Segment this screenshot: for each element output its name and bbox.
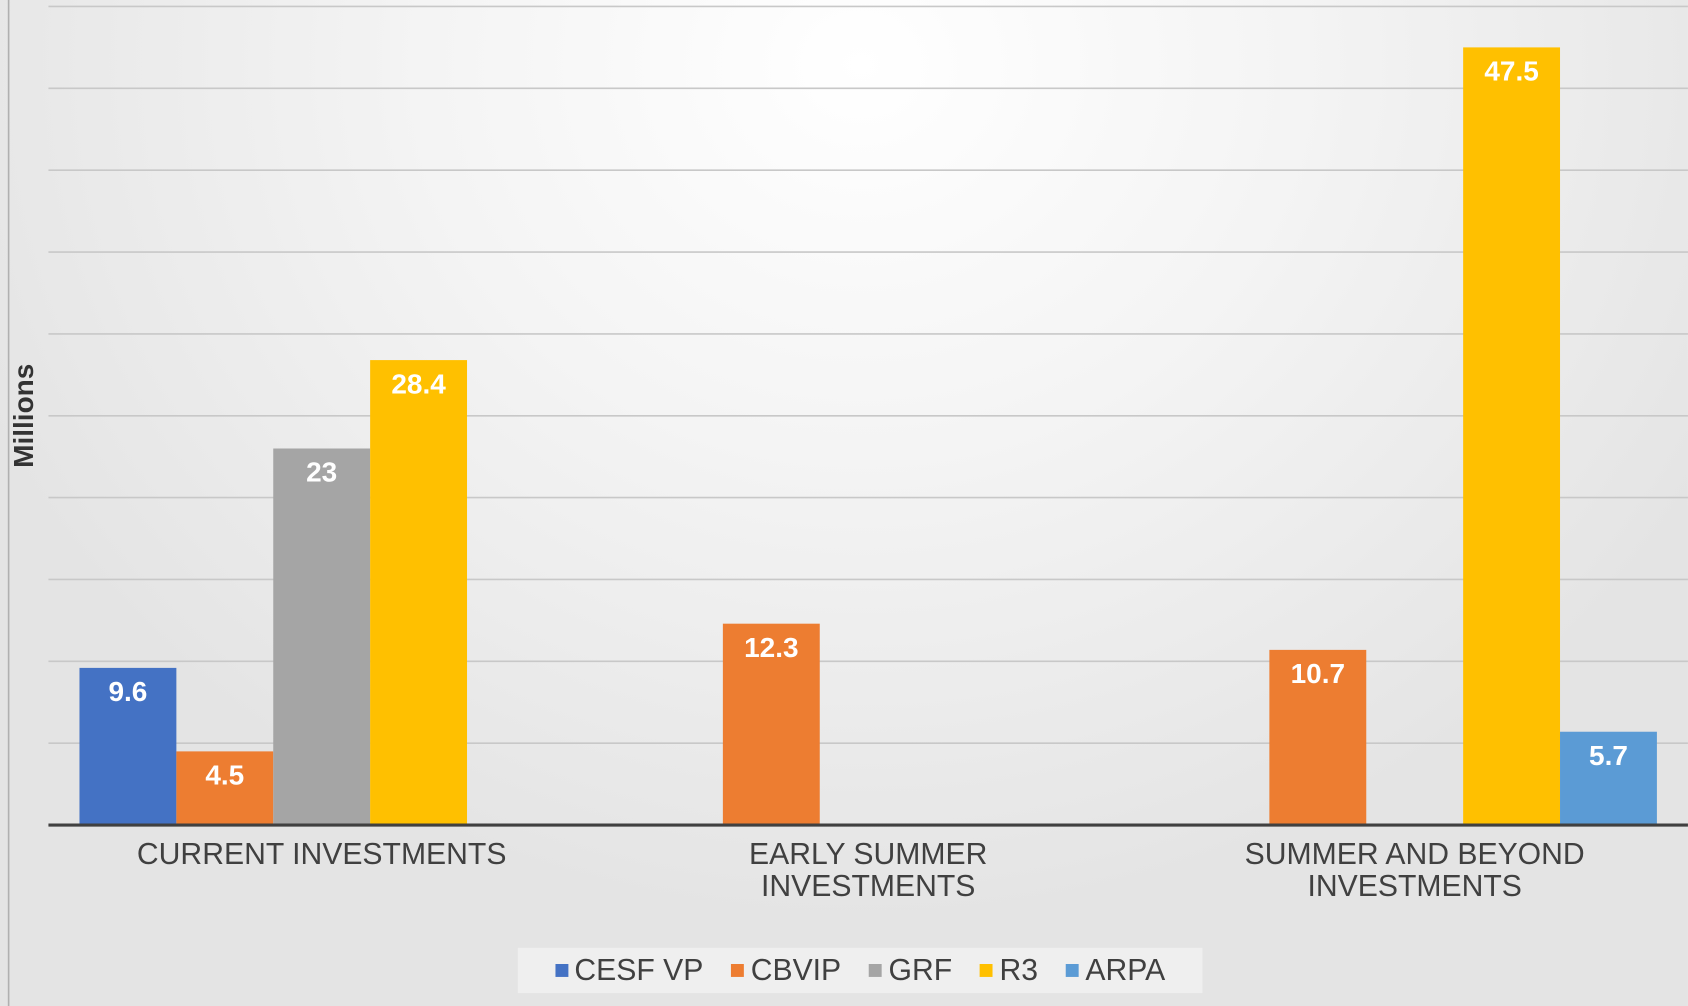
data-label: 9.6 [108, 676, 147, 707]
legend-swatch [554, 964, 568, 977]
bar [370, 360, 468, 826]
data-label: 28.4 [391, 368, 446, 399]
x-tick-label: SUMMER AND BEYOND INVESTMENTS [1244, 836, 1585, 903]
bar [1269, 649, 1367, 826]
legend-item: CBVIP [731, 953, 841, 987]
data-label: 23 [306, 457, 337, 488]
legend-swatch [980, 964, 994, 977]
legend-label: CBVIP [750, 953, 842, 987]
data-label: 47.5 [1484, 56, 1538, 87]
data-label: 12.3 [744, 632, 798, 663]
legend-label: ARPA [1085, 953, 1166, 987]
legend: CESF VP CBVIP GRF R3 ARPA [517, 947, 1203, 994]
legend-item: CESF VP [554, 953, 704, 987]
bar [722, 623, 820, 826]
y-axis-label: Millions [8, 364, 39, 468]
legend-swatch [869, 964, 883, 977]
bar [79, 667, 177, 826]
legend-item: ARPA [1066, 953, 1165, 987]
bar [176, 751, 274, 826]
bar [273, 448, 371, 826]
bar [1463, 47, 1561, 826]
x-tick-label: EARLY SUMMER INVESTMENTS [748, 836, 988, 903]
legend-swatch [1066, 964, 1079, 977]
legend-item: R3 [980, 953, 1038, 987]
legend-item: GRF [869, 953, 952, 987]
legend-label: CESF VP [574, 953, 704, 987]
legend-swatch [731, 964, 745, 977]
x-tick-label: CURRENT INVESTMENTS [136, 836, 507, 871]
bar [1560, 731, 1657, 826]
data-label: 5.7 [1589, 740, 1628, 771]
data-label: 10.7 [1291, 658, 1345, 689]
data-label: 4.5 [205, 760, 244, 791]
legend-label: GRF [888, 953, 953, 987]
legend-label: R3 [999, 953, 1039, 987]
